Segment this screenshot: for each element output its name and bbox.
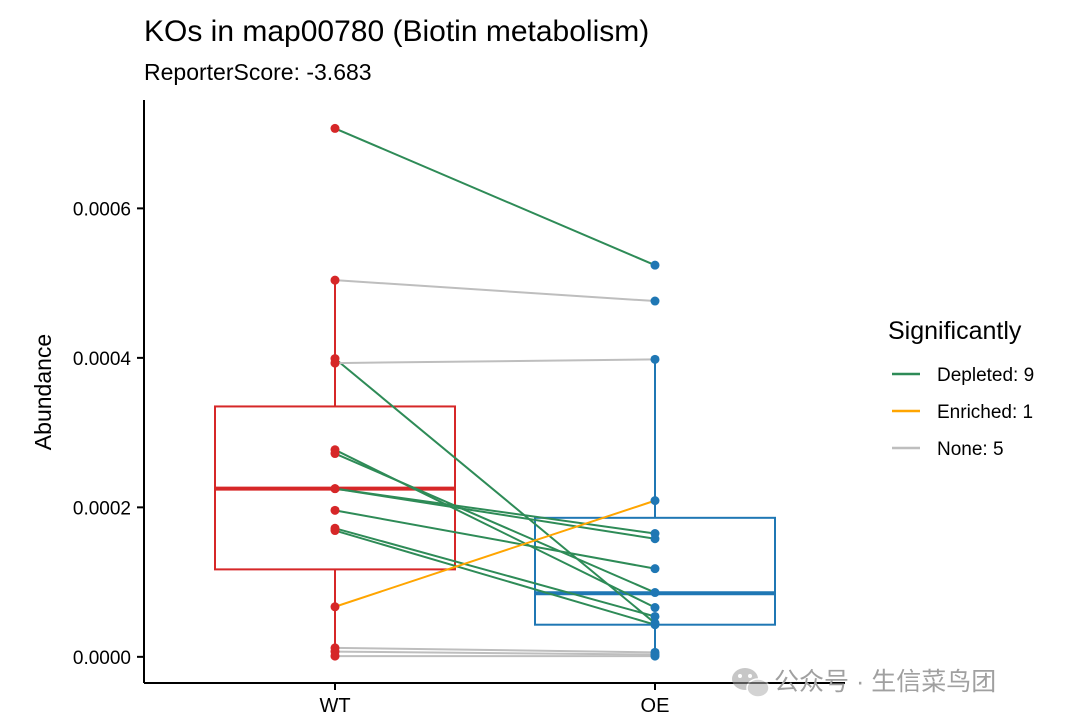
wechat-icon (732, 668, 770, 698)
chart-subtitle: ReporterScore: -3.683 (144, 59, 372, 85)
paired-line-6 (334, 452, 656, 594)
y-tick-label-2: 0.0004 (73, 349, 132, 370)
point-wt-8 (330, 484, 340, 494)
paired-line-12 (334, 499, 656, 608)
legend-label-enriched: Enriched: 1 (937, 402, 1033, 423)
legend-label-depleted: Depleted: 9 (937, 365, 1034, 386)
point-oe-5 (650, 603, 660, 613)
x-tick-label-wt: WT (319, 695, 350, 717)
paired-line-1 (334, 127, 656, 267)
point-oe-4 (650, 354, 660, 364)
plot-area (214, 123, 776, 661)
point-wt-6 (330, 449, 340, 459)
axes: 0.0000 0.0002 0.0004 0.0006 WT OE (73, 199, 670, 717)
point-wt-1 (330, 123, 340, 133)
paired-line-13 (334, 646, 656, 654)
paired-line-3 (334, 357, 656, 624)
x-tick-label-oe: OE (641, 695, 670, 717)
point-wt-4 (330, 358, 340, 368)
y-tick-label-0: 0.0000 (73, 648, 131, 669)
paired-line-14 (334, 650, 656, 656)
chart-title: KOs in map00780 (Biotin metabolism) (144, 15, 649, 48)
y-tick-label-3: 0.0006 (73, 199, 131, 220)
point-oe-10 (650, 611, 660, 621)
paired-line-11 (334, 529, 656, 626)
y-axis-label: Abundance (30, 334, 56, 450)
paired-line-10 (334, 527, 656, 618)
watermark: 公众号 · 生信菜鸟团 (732, 668, 996, 698)
y-tick-label-1: 0.0002 (73, 498, 131, 519)
point-wt-9 (330, 505, 340, 515)
point-oe-6 (650, 588, 660, 598)
point-oe-1 (650, 260, 660, 270)
paired-line-2 (334, 279, 656, 303)
point-oe-15 (650, 651, 660, 661)
point-wt-15 (330, 651, 340, 661)
point-oe-11 (650, 620, 660, 630)
legend: Significantly Depleted: 9 Enriched: 1 None… (888, 317, 1034, 460)
paired-line-9 (334, 509, 656, 570)
point-oe-12 (650, 496, 660, 506)
watermark-text: 公众号 · 生信菜鸟团 (774, 668, 996, 696)
point-wt-2 (330, 275, 340, 285)
point-oe-9 (650, 564, 660, 574)
point-oe-2 (650, 296, 660, 306)
point-wt-12 (330, 602, 340, 612)
legend-label-none: None: 5 (937, 439, 1004, 460)
point-oe-8 (650, 534, 660, 544)
paired-line-4 (334, 358, 656, 365)
legend-title: Significantly (888, 317, 1022, 345)
point-wt-11 (330, 526, 340, 536)
paired-line-8 (334, 487, 656, 540)
